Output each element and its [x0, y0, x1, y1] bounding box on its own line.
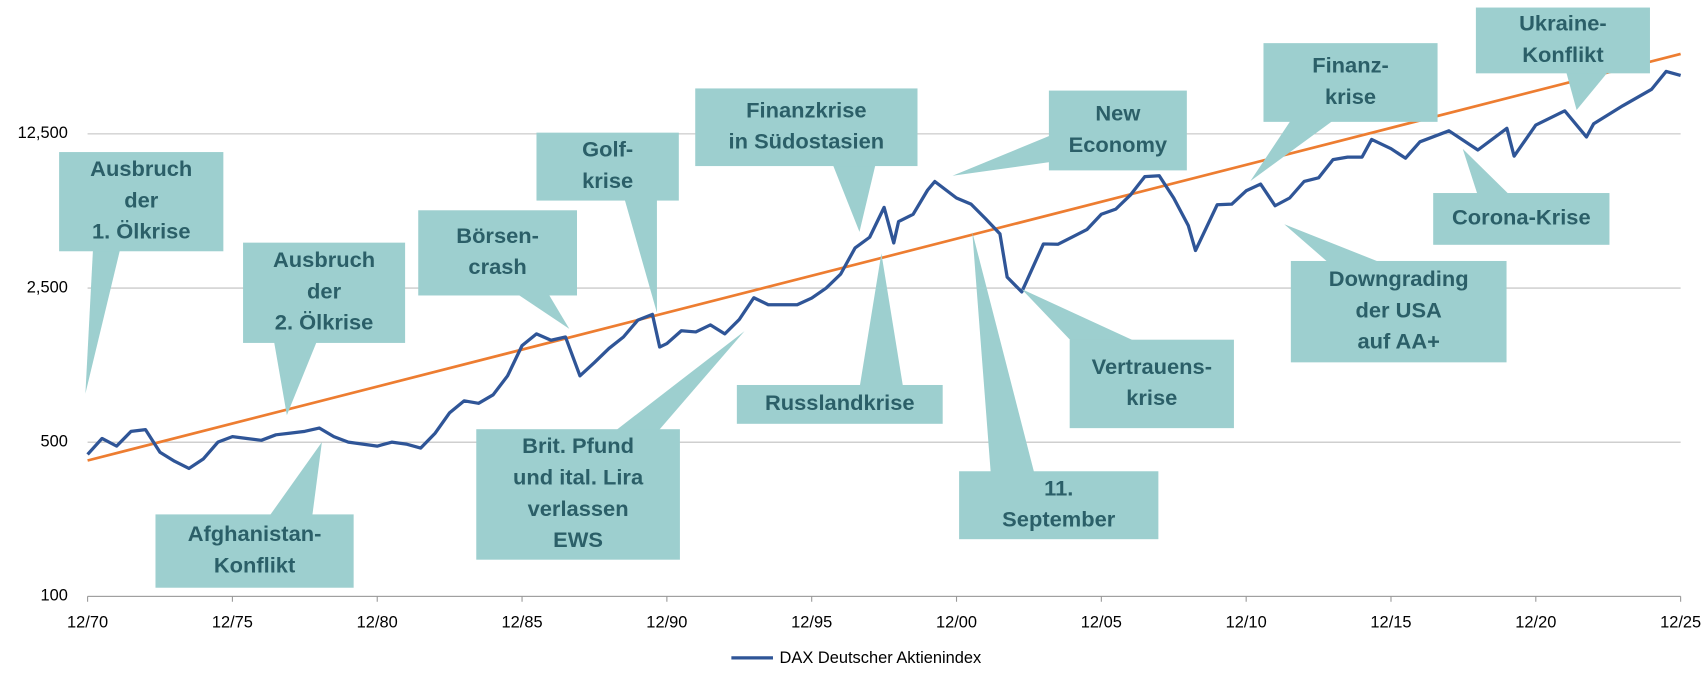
x-tick-label: 12/15 [1370, 614, 1411, 632]
callout-text: in Südostasien [729, 129, 885, 154]
x-tick-label: 12/20 [1515, 614, 1556, 632]
callout-text: der [124, 188, 159, 213]
data-line [86, 69, 1682, 471]
callout-pointer [268, 442, 322, 518]
callout-text: Konflikt [214, 553, 295, 578]
callout-text: krise [1126, 385, 1177, 410]
callout-text: Ausbruch [90, 156, 192, 181]
callout-pointer [624, 197, 657, 313]
callout-text: Finanz- [1312, 53, 1389, 78]
callout-text: Russlandkrise [765, 390, 915, 415]
callout-box [1263, 43, 1438, 122]
callout-pointer [972, 231, 1035, 475]
callout-pointer [613, 331, 745, 433]
x-tick-label: 12/85 [502, 614, 543, 632]
callout-text: New [1095, 101, 1140, 126]
callout-text: der USA [1356, 298, 1443, 323]
callout-text: 1. Ölkrise [92, 219, 191, 244]
callout-pointer [1021, 289, 1139, 343]
y-tick-label: 100 [40, 587, 67, 605]
callout-text: verlassen [528, 496, 629, 521]
callout-box [59, 152, 224, 252]
callout-text: krise [582, 168, 633, 193]
callout-box [736, 384, 943, 424]
callout-pointer [85, 248, 121, 394]
y-tick-label: 500 [40, 433, 67, 451]
callout-box [1290, 260, 1507, 363]
plot-layer: 100 500 2,500 12,500 12/70 12/75 12/80 12/85 12/… [18, 7, 1701, 632]
legend-label: DAX Deutscher Aktienindex [780, 649, 982, 667]
y-tick-label: 2,500 [27, 278, 68, 296]
callout-box [1433, 193, 1610, 245]
callout-text: Golf- [582, 137, 633, 162]
callout-box [695, 88, 918, 167]
callout-pointer [1284, 224, 1386, 265]
callout-text: Economy [1069, 132, 1168, 157]
callout-pointer [273, 339, 318, 416]
x-tick-label: 12/70 [67, 614, 108, 632]
callout-pointer [1462, 148, 1511, 197]
callout-box [155, 514, 354, 588]
callout-box [476, 429, 680, 560]
callout-text: Finanzkrise [746, 97, 866, 122]
callout-text: Ausbruch [273, 247, 375, 272]
x-tick-label: 12/80 [357, 614, 398, 632]
callout-pointer [859, 253, 904, 389]
callout-text: 2. Ölkrise [275, 310, 374, 335]
x-tick-label: 12/95 [791, 614, 832, 632]
callout-text: und ital. Lira [513, 465, 644, 490]
x-tick-label: 12/05 [1081, 614, 1122, 632]
x-tick-label: 12/90 [646, 614, 687, 632]
callout-text: Ukraine- [1519, 11, 1607, 36]
callout-pointer [514, 292, 570, 329]
callout-box [1475, 7, 1650, 74]
callout-box [418, 210, 577, 296]
callout-text: 11. [1044, 475, 1073, 500]
callout-text: der [307, 279, 342, 304]
callout-text: Afghanistan- [188, 521, 322, 546]
callout-box [1069, 339, 1234, 429]
callout-text: auf AA+ [1357, 329, 1439, 354]
callout-text: September [1002, 507, 1116, 532]
callout-box [243, 242, 406, 343]
callout-box [536, 132, 679, 201]
callout-text: Downgrading [1329, 266, 1469, 291]
x-tick-label: 12/10 [1226, 614, 1267, 632]
callout-text: Konflikt [1522, 42, 1603, 67]
callout-text: Börsen- [456, 223, 539, 248]
callout-text: EWS [553, 527, 603, 552]
callout-text: crash [468, 254, 526, 279]
x-tick-label: 12/25 [1660, 614, 1701, 632]
callout-pointer [832, 162, 876, 232]
x-tick-label: 12/75 [212, 614, 253, 632]
callout-text: Vertrauens- [1092, 354, 1212, 379]
callout-pointer [1565, 70, 1610, 110]
callout-text: Brit. Pfund [522, 433, 634, 458]
callout-pointer [952, 134, 1053, 176]
callout-box [959, 471, 1159, 540]
y-tick-label: 12,500 [18, 124, 68, 142]
x-tick-label: 12/00 [936, 614, 977, 632]
callout-text: krise [1325, 84, 1376, 109]
callout-text: Corona-Krise [1452, 205, 1591, 230]
callout-box [1048, 90, 1187, 171]
